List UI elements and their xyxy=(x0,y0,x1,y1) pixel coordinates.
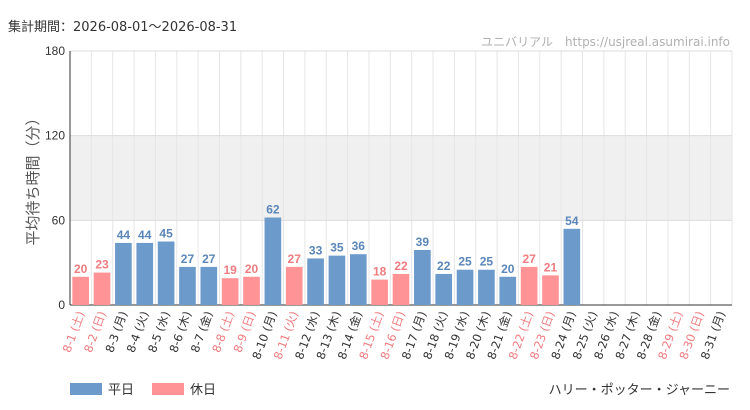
bar xyxy=(435,273,453,305)
bar xyxy=(563,228,581,305)
bar xyxy=(328,255,346,305)
bar-value-label: 22 xyxy=(394,259,408,273)
bar xyxy=(392,273,410,305)
bar-value-label: 22 xyxy=(437,259,451,273)
bar xyxy=(349,254,367,305)
attraction-name: ハリー・ポッター・ジャーニー xyxy=(548,383,730,398)
period-label: 集計期間：2026-08-01～2026-08-31 xyxy=(8,20,238,35)
bar xyxy=(200,266,218,305)
legend-item-weekday[interactable]: 平日 xyxy=(70,379,134,398)
bar xyxy=(179,266,196,305)
bar-value-label: 21 xyxy=(544,260,558,274)
bar xyxy=(285,266,303,305)
bar xyxy=(456,269,474,305)
bar xyxy=(478,269,495,305)
bar xyxy=(307,258,324,305)
site-brand: ユニバリアル https://usjreal.asumirai.info xyxy=(481,35,730,49)
bar-value-label: 20 xyxy=(245,262,259,276)
bar-value-label: 27 xyxy=(202,252,216,266)
bar-value-label: 54 xyxy=(565,214,579,228)
bar-value-label: 27 xyxy=(181,252,195,266)
y-tick-label: 180 xyxy=(45,44,65,58)
y-tick-label: 120 xyxy=(45,129,65,143)
bar xyxy=(414,249,431,305)
bar-value-label: 62 xyxy=(266,203,280,217)
bar-value-label: 25 xyxy=(458,255,472,269)
bar-value-label: 18 xyxy=(373,265,387,279)
bar-value-label: 35 xyxy=(330,241,344,255)
bar xyxy=(136,242,154,305)
bar-value-label: 45 xyxy=(159,227,173,241)
y-tick-label: 0 xyxy=(58,298,65,312)
bar xyxy=(264,217,282,305)
bar-value-label: 44 xyxy=(117,228,131,242)
bar xyxy=(157,241,175,305)
bar-value-label: 20 xyxy=(501,262,515,276)
legend-swatch-weekday xyxy=(70,382,102,395)
bar-value-label: 39 xyxy=(416,235,430,249)
legend-label-holiday: 休日 xyxy=(190,383,217,398)
bar-value-label: 33 xyxy=(309,243,323,257)
legend-swatch-holiday xyxy=(152,382,185,395)
bar xyxy=(72,276,90,305)
bar xyxy=(93,272,111,305)
bar-value-label: 27 xyxy=(522,252,536,266)
bar xyxy=(542,275,559,305)
legend-item-holiday[interactable]: 休日 xyxy=(152,379,216,398)
bar xyxy=(520,266,538,305)
legend: 平日 休日 xyxy=(70,379,216,398)
bar xyxy=(499,276,517,305)
bar xyxy=(371,279,388,305)
bar-value-label: 36 xyxy=(352,239,366,253)
bar-value-label: 23 xyxy=(95,258,109,272)
bar-value-label: 27 xyxy=(288,252,302,266)
bar xyxy=(243,276,260,305)
legend-label-weekday: 平日 xyxy=(108,383,135,398)
bar xyxy=(221,278,239,305)
bar xyxy=(115,242,132,305)
bar-value-label: 20 xyxy=(74,262,88,276)
y-axis-title: 平均待ち時間（分） xyxy=(24,110,42,245)
bar-value-label: 19 xyxy=(223,263,237,277)
y-tick-label: 60 xyxy=(52,213,66,227)
bar-value-label: 44 xyxy=(138,228,152,242)
shaded-band xyxy=(70,135,732,221)
bar-value-label: 25 xyxy=(480,255,494,269)
